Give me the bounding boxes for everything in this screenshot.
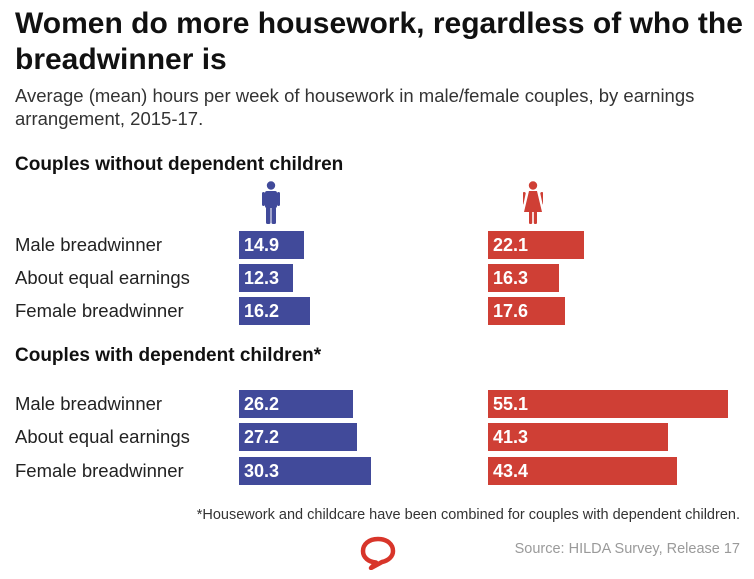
bar-value-label: 12.3	[244, 268, 280, 288]
category-label: About equal earnings	[15, 267, 190, 288]
bar-value-label: 27.2	[244, 427, 280, 447]
bar-men: 26.2	[239, 390, 353, 418]
bar-men: 30.3	[239, 457, 371, 485]
bar-women: 16.3	[488, 264, 559, 292]
bar-women: 43.4	[488, 457, 677, 485]
bar-men: 14.9	[239, 231, 304, 259]
category-label: Male breadwinner	[15, 234, 163, 255]
section-title-2: Couples with dependent children*	[15, 345, 322, 366]
category-label: About equal earnings	[15, 426, 190, 447]
bar-women: 17.6	[488, 297, 565, 325]
category-label: Male breadwinner	[15, 393, 163, 414]
bar-value-label: 16.2	[244, 301, 280, 321]
man-icon	[262, 181, 280, 224]
bar-value-label: 43.4	[493, 461, 529, 481]
speech-bubble-logo-icon	[360, 536, 396, 570]
footnote: *Housework and childcare have been combi…	[196, 507, 740, 523]
category-label: Female breadwinner	[15, 460, 184, 481]
bar-value-label: 17.6	[493, 301, 529, 321]
bar-men: 16.2	[239, 297, 310, 325]
woman-icon	[523, 181, 543, 224]
bar-value-label: 41.3	[493, 427, 529, 447]
bar-value-label: 14.9	[244, 235, 280, 255]
chart-subtitle: Average (mean) hours per week of housewo…	[15, 85, 695, 129]
bar-women: 22.1	[488, 231, 584, 259]
bar-value-label: 30.3	[244, 461, 280, 481]
bar-value-label: 22.1	[493, 235, 529, 255]
chart-title: Women do more housework, regardless of w…	[15, 7, 743, 76]
category-label: Female breadwinner	[15, 300, 184, 321]
bar-value-label: 16.3	[493, 268, 529, 288]
bar-value-label: 26.2	[244, 394, 280, 414]
bar-women: 41.3	[488, 423, 668, 451]
section-title-1: Couples without dependent children	[15, 154, 344, 175]
bar-men: 27.2	[239, 423, 357, 451]
source-note: Source: HILDA Survey, Release 17	[514, 541, 740, 557]
bar-value-label: 55.1	[493, 394, 529, 414]
bar-men: 12.3	[239, 264, 293, 292]
bar-women: 55.1	[488, 390, 728, 418]
